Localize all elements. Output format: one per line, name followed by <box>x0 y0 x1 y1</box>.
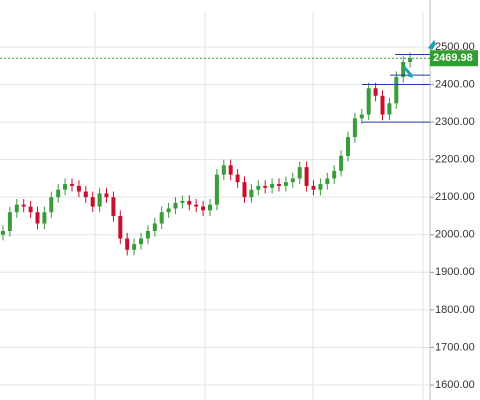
candle-body <box>70 184 74 186</box>
y-tick-label: 2400.00 <box>435 78 475 90</box>
candle-body <box>35 212 40 224</box>
candle-body <box>277 184 281 186</box>
candle-body <box>401 61 406 77</box>
y-tick-label: 1800.00 <box>435 304 475 316</box>
y-tick-label: 1700.00 <box>435 341 475 353</box>
candle-body <box>28 206 33 213</box>
candle-body <box>408 58 413 62</box>
y-tick-label: 2300.00 <box>435 116 475 128</box>
candle-body <box>173 202 178 209</box>
candle-body <box>304 167 309 186</box>
candle-body <box>194 204 199 207</box>
candle-body <box>297 167 302 179</box>
y-tick-label: 1600.00 <box>435 379 475 391</box>
candle-body <box>118 215 123 239</box>
candle-body <box>352 118 357 138</box>
candle-body <box>166 208 171 213</box>
arrow-icon <box>428 40 436 50</box>
y-tick-label: 2100.00 <box>435 191 475 203</box>
arrow-icon <box>403 66 413 78</box>
y-tick-label: 1900.00 <box>435 266 475 278</box>
plot: 1600.00 1700.00 1800.00 1900.00 2000.00 2100.… <box>0 41 475 391</box>
candle-body <box>318 184 323 190</box>
candle-body <box>214 174 219 205</box>
candle-body <box>111 197 116 216</box>
candle-body <box>201 206 206 211</box>
candle-body <box>187 200 192 205</box>
y-tick-label: 2000.00 <box>435 229 475 241</box>
candle-body <box>125 238 130 250</box>
candle-body <box>270 184 275 188</box>
candle-body <box>49 197 54 213</box>
candle-body <box>346 137 350 156</box>
candle-body <box>90 197 95 207</box>
last-price-label: 2469.98 <box>433 52 473 64</box>
candle-body <box>359 114 364 119</box>
candle-body <box>256 185 261 190</box>
candle-body <box>380 95 385 115</box>
candle-body <box>387 103 392 115</box>
candle-body <box>139 238 143 245</box>
y-tick-label: 2500.00 <box>435 41 475 53</box>
candle-body <box>249 189 254 198</box>
candle-body <box>7 212 12 231</box>
candle-body <box>1 230 5 235</box>
y-tick-label: 2200.00 <box>435 154 475 166</box>
candle-body <box>228 165 233 175</box>
candle-body <box>21 204 26 207</box>
candle-body <box>180 200 185 203</box>
candle-body <box>394 76 399 104</box>
candle-body <box>373 88 378 96</box>
candle-body <box>290 178 295 183</box>
candle-body <box>208 204 212 211</box>
candle-body <box>42 212 47 224</box>
candle-body <box>311 185 316 190</box>
candle-body <box>235 174 240 183</box>
candle-body <box>283 182 288 186</box>
candle-body <box>221 165 226 175</box>
candle-body <box>152 223 157 231</box>
candle-body <box>339 155 344 171</box>
candle-body <box>63 184 68 190</box>
candle-body <box>263 185 268 188</box>
candle-body <box>83 191 88 198</box>
candle-body <box>332 170 337 179</box>
candle-body <box>242 182 247 198</box>
candle-body <box>104 193 109 198</box>
last-price-box <box>430 50 478 67</box>
candle-body <box>159 212 164 224</box>
vertical-grid <box>94 12 424 400</box>
candle-body <box>14 204 19 213</box>
candle-body <box>56 189 61 198</box>
candle-body <box>366 88 371 115</box>
candle-body <box>132 244 137 250</box>
candle-body <box>76 185 81 192</box>
candle-body <box>325 178 330 185</box>
candle-body <box>97 193 102 207</box>
candle-body <box>145 230 150 239</box>
